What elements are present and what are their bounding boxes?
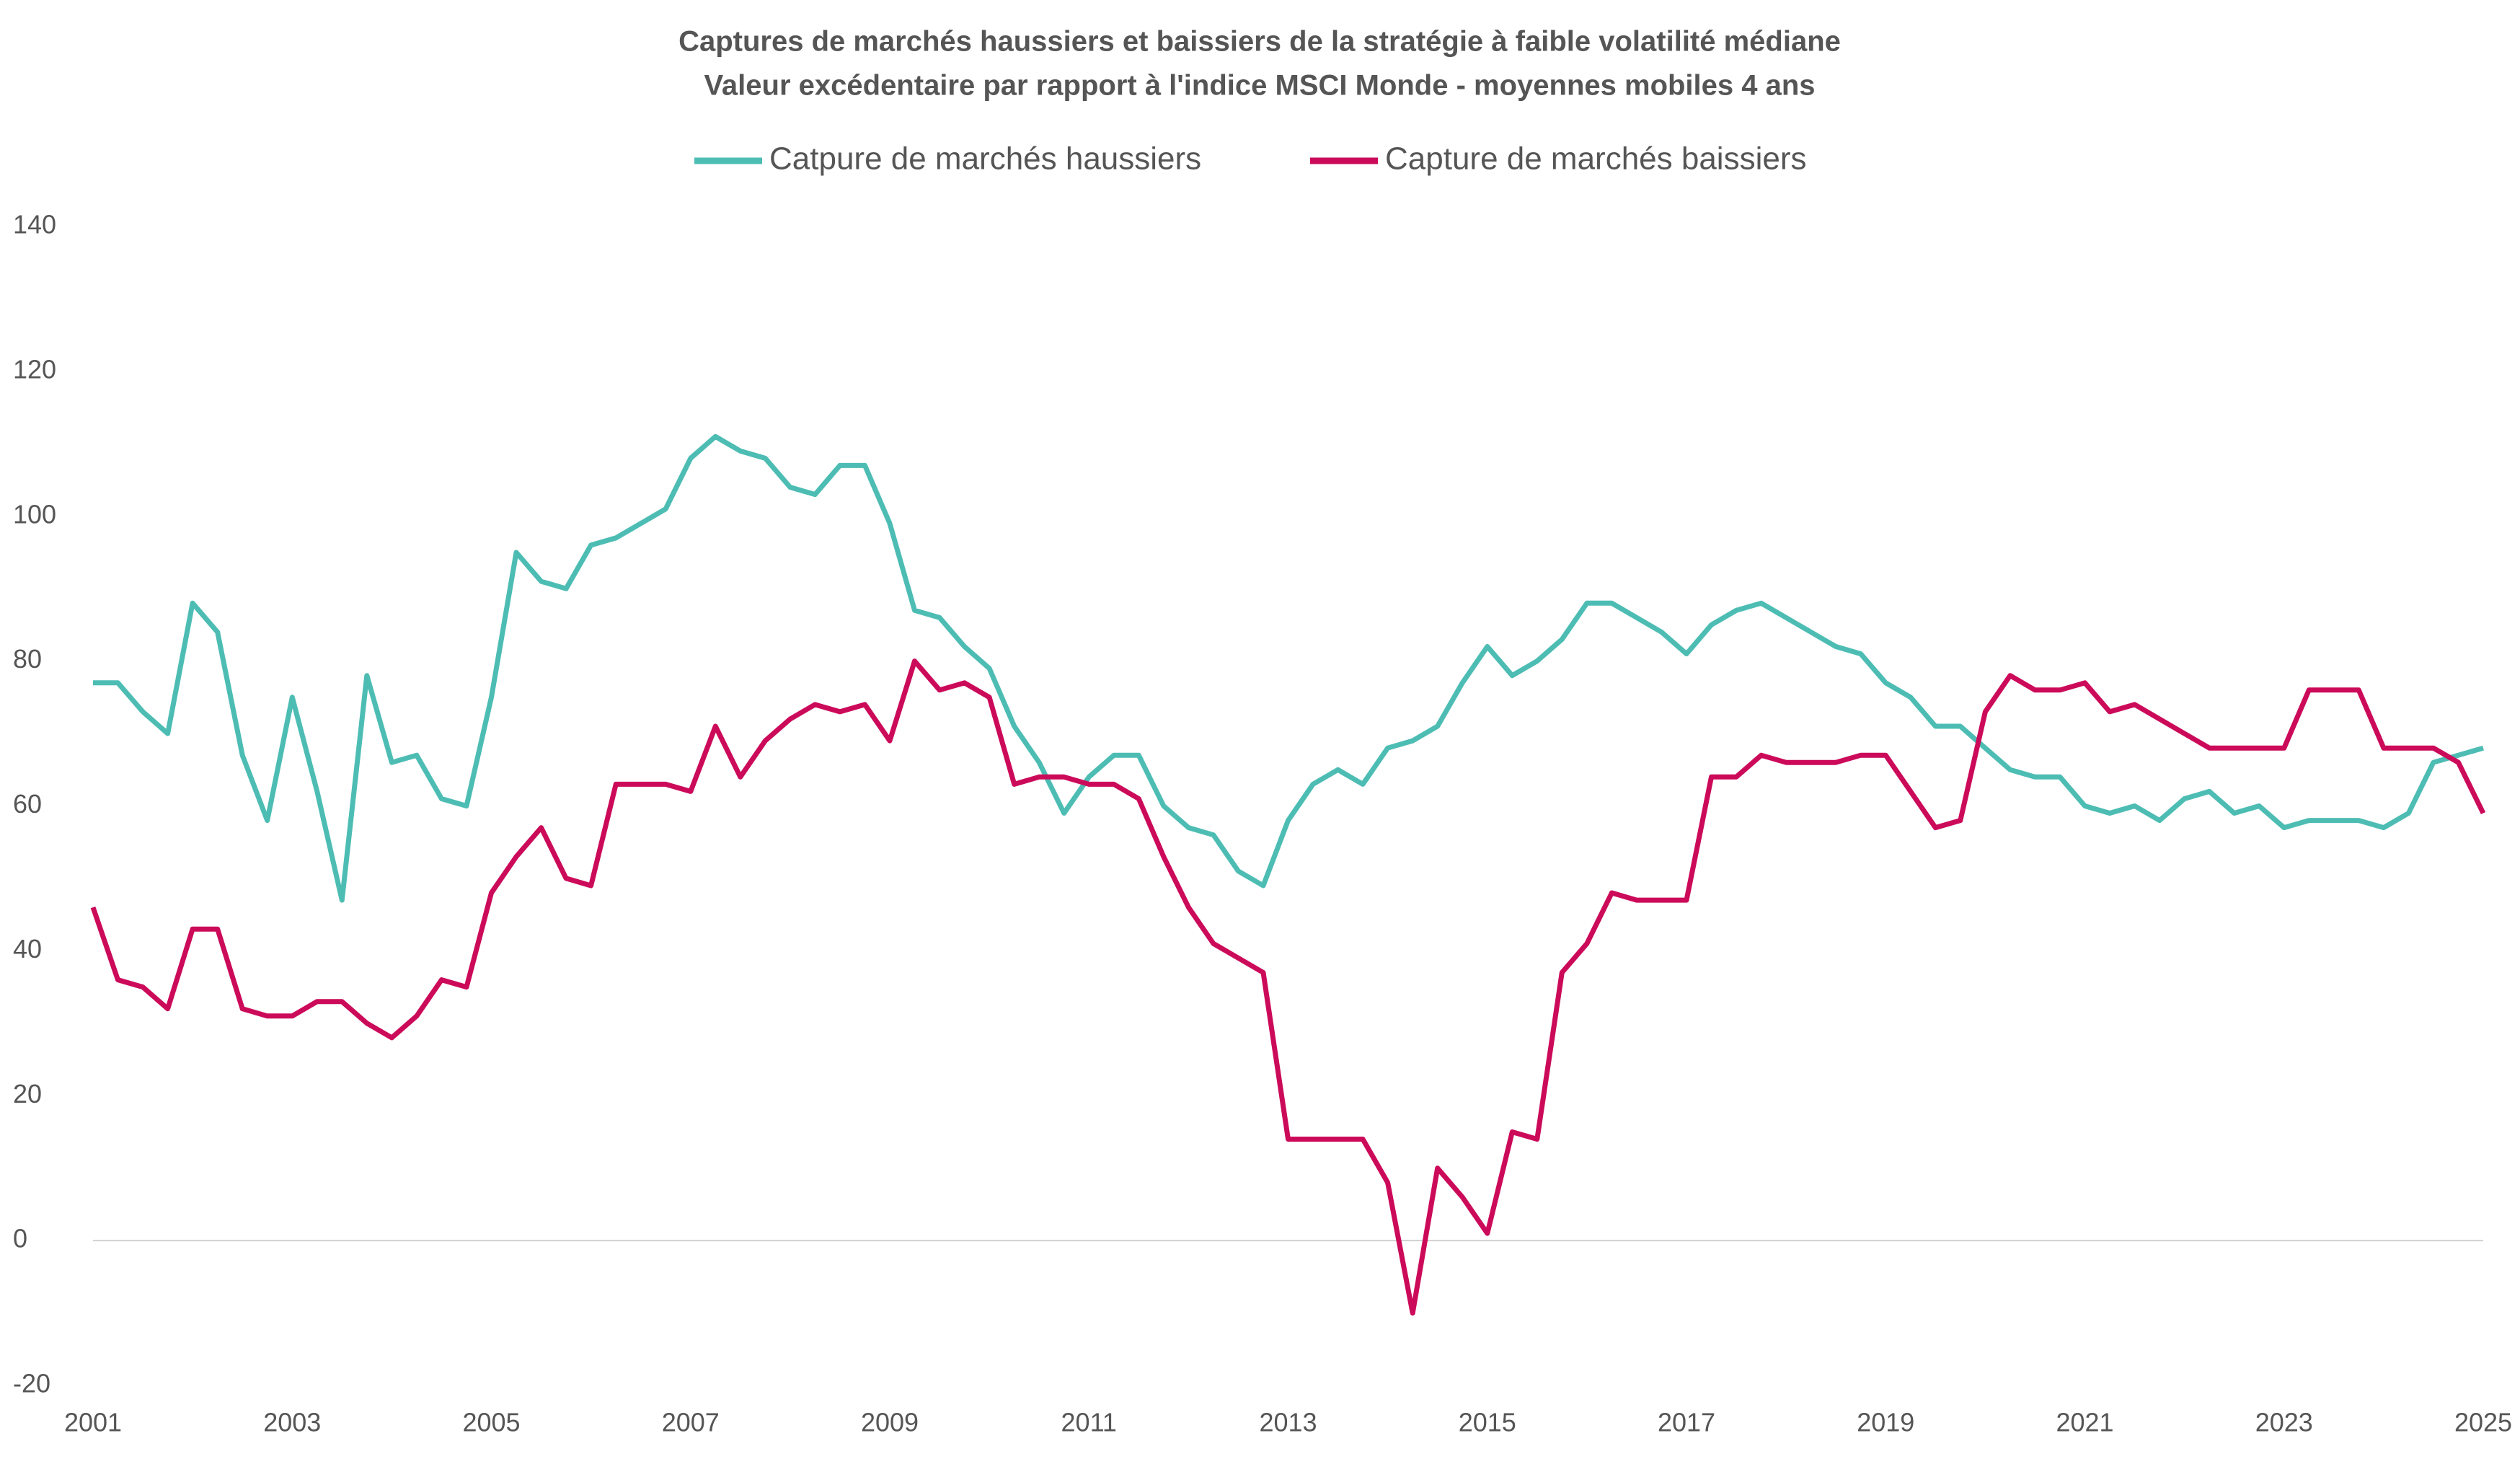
y-tick-label: 0 xyxy=(13,1224,27,1253)
series-line xyxy=(90,658,2486,1316)
x-tick-label: 2019 xyxy=(1857,1408,1914,1437)
chart-subtitle: Valeur excédentaire par rapport à l'indi… xyxy=(704,70,1815,102)
chart-title: Captures de marchés haussiers et baissie… xyxy=(678,26,1841,58)
y-tick-label: 120 xyxy=(13,354,56,384)
y-tick-label: 80 xyxy=(13,644,42,674)
y-tick-label: 20 xyxy=(13,1079,42,1108)
x-tick-label: 2005 xyxy=(462,1408,520,1437)
y-tick-label: 40 xyxy=(13,934,42,964)
x-tick-label: 2025 xyxy=(2454,1408,2512,1437)
x-tick-label: 2011 xyxy=(1061,1408,1117,1437)
x-tick-label: 2001 xyxy=(64,1408,122,1437)
x-tick-label: 2013 xyxy=(1259,1408,1317,1437)
x-tick-label: 2003 xyxy=(263,1408,321,1437)
y-tick-label: 100 xyxy=(13,499,56,529)
series-line xyxy=(93,433,2484,903)
x-tick-label: 2007 xyxy=(662,1408,720,1437)
x-tick-label: 2021 xyxy=(2056,1408,2113,1437)
legend-label: Catpure de marchés haussiers xyxy=(769,141,1201,177)
x-tick-label: 2009 xyxy=(861,1408,919,1437)
y-tick-label: -20 xyxy=(13,1369,50,1398)
x-tick-label: 2015 xyxy=(1459,1408,1516,1437)
y-tick-label: 140 xyxy=(13,210,56,239)
x-tick-label: 2023 xyxy=(2255,1408,2313,1437)
y-tick-label: 60 xyxy=(13,789,42,819)
x-tick-label: 2017 xyxy=(1658,1408,1715,1437)
legend-label: Capture de marchés baissiers xyxy=(1385,141,1806,177)
